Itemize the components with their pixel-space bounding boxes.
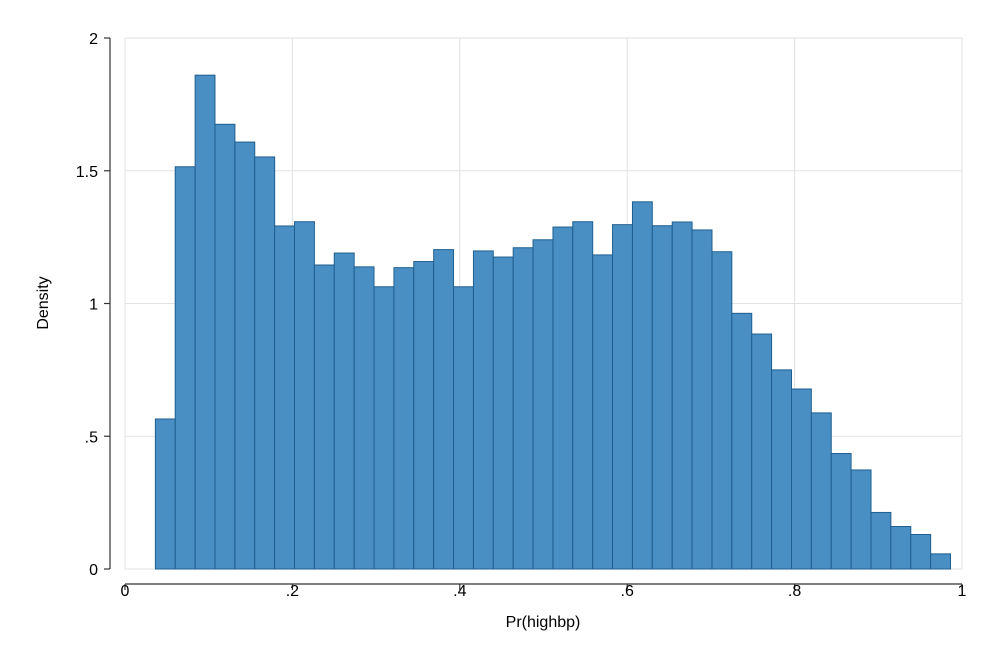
y-tick-label: 1.5 [76,164,98,181]
histogram-bars [154,74,952,570]
histogram-bar [313,264,335,570]
histogram-bar [433,249,455,570]
histogram-bar [572,221,594,570]
x-tick-label: .2 [286,583,299,600]
histogram-bar [492,256,514,570]
histogram-bar [194,74,216,570]
histogram-bar [850,469,872,570]
histogram-bar [552,226,574,570]
histogram-bar [651,225,673,570]
y-tick-label: 1 [89,297,98,314]
histogram-bar [870,511,892,570]
histogram-bar [453,286,474,570]
y-axis-ticks: 0 .5 1 1.5 2 [76,31,110,579]
histogram-bar [154,418,176,570]
histogram-bar [413,261,435,570]
histogram-bar [771,369,793,570]
histogram-bar [890,526,912,570]
histogram-bar [612,224,633,570]
histogram-bar [353,266,375,570]
x-axis-ticks: 0 .2 .4 .6 .8 1 [121,583,967,600]
histogram-bar [631,201,653,570]
y-axis-title: Density [35,276,52,329]
histogram-bar [592,254,614,570]
histogram-bar [532,239,554,570]
histogram-bar [512,247,534,570]
histogram-bar [791,388,812,570]
histogram-bar [214,123,236,570]
histogram-bar [254,156,276,570]
histogram-bar [830,453,852,570]
histogram-bar [174,166,196,570]
histogram-bar [293,221,315,570]
histogram-bar [393,267,415,570]
y-tick-label: .5 [85,429,98,446]
histogram-bar [333,252,355,570]
histogram-bar [731,312,753,570]
histogram-bar [751,333,773,570]
x-tick-label: .8 [788,583,801,600]
histogram-bar [691,229,713,570]
x-tick-label: .6 [621,583,634,600]
x-tick-label: 0 [121,583,130,600]
histogram-bar [810,412,832,570]
histogram-bar [373,286,395,570]
histogram-bar [472,250,494,570]
histogram-bar [910,533,932,570]
histogram-bar [234,141,256,570]
y-tick-label: 2 [89,31,98,48]
y-tick-label: 0 [89,562,98,579]
x-tick-label: 1 [958,583,967,600]
histogram-bar [671,221,693,570]
x-axis-title: Pr(highbp) [506,614,581,631]
histogram-bar [930,553,952,570]
x-tick-label: .4 [453,583,466,600]
histogram-bar [711,251,733,570]
histogram-bar [274,225,295,570]
